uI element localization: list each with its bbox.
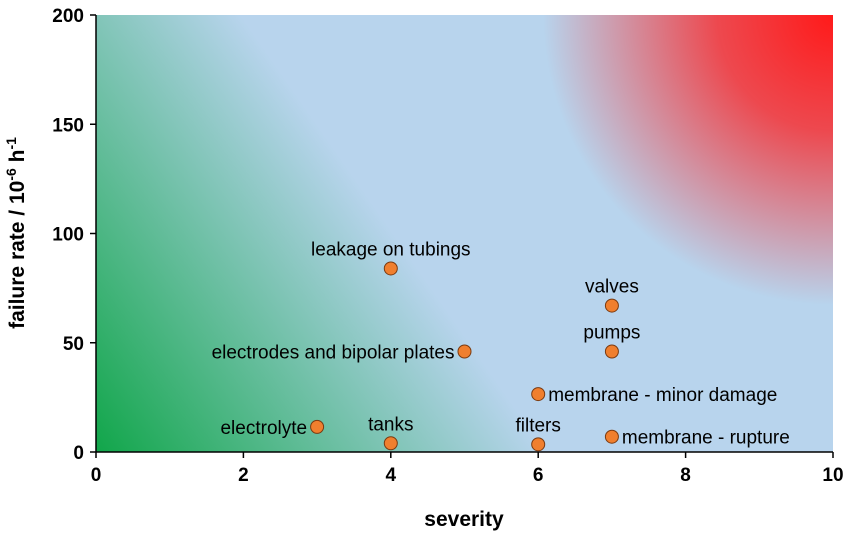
data-point-marker bbox=[383, 436, 398, 451]
data-point-marker bbox=[604, 298, 619, 313]
data-point: membrane - minor damage bbox=[531, 385, 777, 406]
data-point-label: electrolyte bbox=[220, 418, 307, 439]
data-point: electrolyte bbox=[220, 418, 325, 439]
data-point: electrodes and bipolar plates bbox=[212, 342, 472, 363]
y-ticks: 0 50 100 150 200 bbox=[52, 6, 96, 464]
data-points: leakage on tubings valves pumps electrodes … bbox=[212, 239, 790, 452]
data-point-marker bbox=[457, 344, 472, 359]
data-point: valves bbox=[585, 277, 639, 313]
data-point-marker bbox=[604, 429, 619, 444]
data-point-label: tanks bbox=[368, 414, 413, 435]
y-tick-label: 100 bbox=[52, 225, 84, 246]
y-tick-label: 150 bbox=[52, 115, 84, 136]
high-risk-zone bbox=[96, 15, 833, 452]
data-point-label: electrodes and bipolar plates bbox=[212, 342, 455, 363]
data-point: pumps bbox=[583, 322, 640, 359]
x-tick-label: 10 bbox=[822, 465, 843, 486]
data-point-label: valves bbox=[585, 277, 639, 298]
data-point-marker bbox=[531, 387, 546, 402]
data-point-marker bbox=[383, 261, 398, 276]
x-ticks: 0 2 4 6 8 10 bbox=[91, 452, 844, 486]
y-axis-title-sup1: -6 bbox=[3, 168, 19, 181]
data-point: tanks bbox=[368, 414, 414, 451]
data-point: filters bbox=[515, 415, 561, 452]
x-tick-label: 4 bbox=[386, 465, 397, 486]
data-point-label: membrane - minor damage bbox=[548, 385, 777, 406]
data-point-marker bbox=[531, 437, 546, 452]
data-point: membrane - rupture bbox=[604, 428, 790, 449]
x-tick-label: 6 bbox=[533, 465, 544, 486]
data-point-label: leakage on tubings bbox=[311, 239, 471, 260]
data-point-label: filters bbox=[515, 415, 560, 436]
x-tick-label: 8 bbox=[680, 465, 691, 486]
data-point-label: pumps bbox=[583, 322, 640, 343]
x-tick-label: 0 bbox=[91, 465, 102, 486]
y-axis-title: failure rate / 10-6 h-1 bbox=[3, 137, 29, 329]
data-point-label: membrane - rupture bbox=[622, 428, 790, 449]
data-point-marker bbox=[604, 344, 619, 359]
x-tick-label: 2 bbox=[238, 465, 249, 486]
y-axis-title-sup2: -1 bbox=[3, 137, 19, 150]
x-axis-title: severity bbox=[424, 508, 504, 531]
y-tick-label: 0 bbox=[73, 443, 84, 464]
y-axis-title-mid: h bbox=[6, 150, 29, 169]
data-point: leakage on tubings bbox=[311, 239, 471, 276]
y-tick-label: 200 bbox=[52, 6, 84, 27]
y-tick-label: 50 bbox=[63, 334, 84, 355]
y-axis-title-main: failure rate / 10 bbox=[6, 181, 29, 329]
plot-background bbox=[96, 15, 833, 452]
data-point-marker bbox=[310, 419, 325, 434]
